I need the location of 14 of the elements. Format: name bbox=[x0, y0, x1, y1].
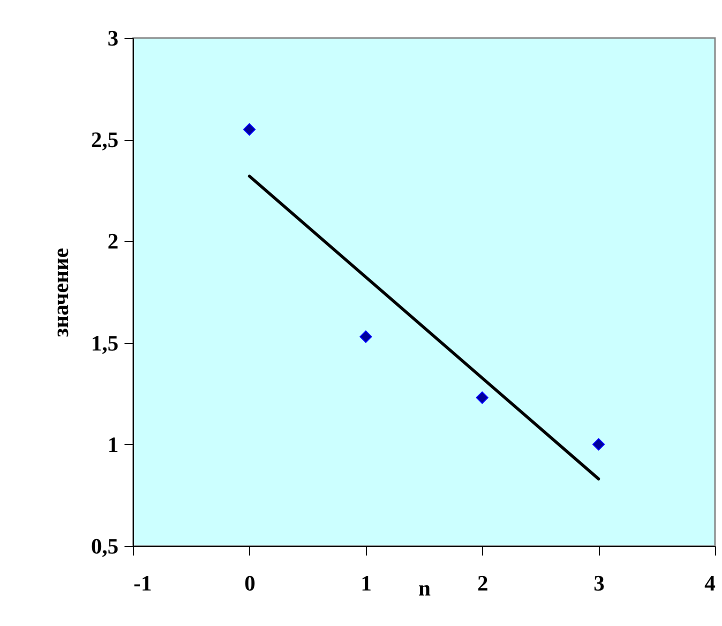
y-tick-label: 0,5 bbox=[91, 534, 118, 558]
x-tick-label: 2 bbox=[477, 570, 488, 596]
y-tick-label: 2,5 bbox=[91, 127, 118, 152]
x-tick-label: 4 bbox=[704, 570, 716, 596]
x-tick-label: -1 bbox=[134, 570, 152, 596]
y-tick-label: 1,5 bbox=[91, 330, 118, 356]
x-tick-label: 0 bbox=[244, 570, 256, 596]
y-tick-label: 2 bbox=[108, 228, 118, 254]
x-tick-label: 1 bbox=[360, 570, 372, 596]
y-tick-label: 3 bbox=[108, 26, 118, 50]
x-tick-label: 3 bbox=[594, 570, 605, 596]
y-tick-label: 1 bbox=[108, 432, 118, 457]
y-axis-title: значение bbox=[48, 248, 73, 337]
x-axis-title: n bbox=[418, 576, 431, 600]
